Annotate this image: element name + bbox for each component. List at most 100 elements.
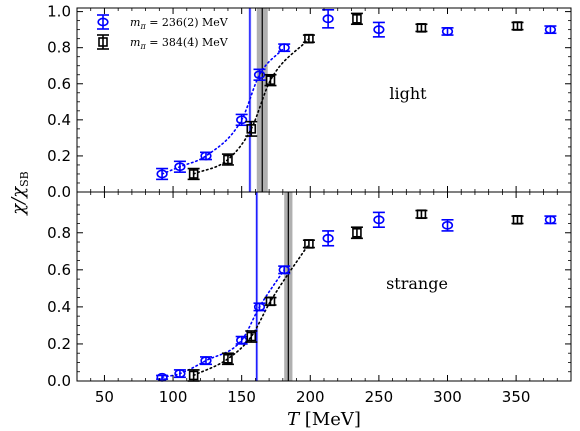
circle-marker [253, 70, 266, 80]
legend-label: mπ = 384(4) MeV [130, 36, 229, 51]
y-tick-label: 0.2 [47, 147, 71, 165]
axis-labels: 50 100 150 200 250 300 350 T [MeV] χ/χSB [8, 171, 530, 430]
data-point [441, 27, 454, 36]
data-point [221, 153, 234, 166]
circle-marker [373, 215, 385, 225]
x-tick-label: 100 [159, 388, 188, 406]
circle-marker [441, 220, 454, 230]
data-point [511, 214, 524, 225]
data-point [544, 215, 557, 225]
data-point [187, 369, 200, 382]
y-tick-label: 0.0 [47, 372, 71, 390]
circle-marker [156, 169, 168, 179]
data-point [253, 68, 266, 81]
legend: mπ = 236(2) MeV mπ = 384(4) MeV [97, 14, 229, 51]
legend-label: mπ = 236(2) MeV [130, 16, 229, 31]
legend-square-marker [98, 37, 108, 47]
data-point [264, 296, 277, 307]
data-point [253, 302, 266, 312]
square-marker [246, 331, 257, 342]
data-point [302, 33, 315, 44]
data-point [199, 151, 212, 161]
circle-marker [278, 265, 290, 275]
y-tick-label: 0.8 [47, 224, 71, 242]
square-marker [246, 124, 257, 134]
square-marker [512, 214, 523, 225]
interpolation-curve-1 [192, 243, 310, 377]
circle-marker [322, 14, 334, 24]
data-point [156, 372, 169, 382]
circle-marker [236, 115, 248, 125]
data-point [245, 330, 258, 343]
circle-marker [174, 162, 186, 172]
y-tick-label: 0.4 [47, 111, 71, 129]
circle-marker [200, 151, 212, 161]
circle-marker [544, 215, 557, 225]
y-tick-label: 0.6 [47, 75, 71, 93]
circle-marker [236, 335, 248, 345]
data-point [278, 265, 291, 275]
data-point [544, 25, 557, 35]
data-point [235, 113, 248, 127]
data-point [173, 369, 186, 379]
y-tick-label: 0.6 [47, 261, 71, 279]
data-point [511, 21, 524, 31]
y-tick-label: 0.4 [47, 298, 71, 316]
circle-marker [373, 25, 385, 35]
x-tick-label: 300 [433, 388, 462, 406]
circle-marker [174, 369, 186, 378]
data-point [350, 12, 363, 26]
y-axis-label: χ/χSB [8, 171, 31, 217]
axes-frame [76, 191, 572, 382]
data-point [302, 239, 315, 249]
square-marker [416, 209, 427, 220]
square-marker [265, 296, 276, 307]
square-marker [416, 23, 427, 33]
data-point [187, 167, 200, 181]
panel-strange: 0.0 0.2 0.4 0.6 0.8 strange [47, 191, 572, 390]
interpolation-curve-1 [192, 37, 310, 175]
square-marker [352, 227, 362, 238]
data-point [322, 9, 335, 29]
circle-marker [200, 356, 212, 366]
circle-marker [278, 43, 290, 53]
x-tick-label: 150 [227, 388, 256, 406]
data-point [415, 23, 428, 33]
square-marker [352, 14, 362, 24]
square-marker [304, 239, 314, 249]
data-point [173, 160, 186, 173]
x-tick-label: 350 [502, 388, 531, 406]
circle-marker [544, 25, 557, 35]
square-marker [223, 154, 233, 165]
interpolation-curve-0 [161, 46, 286, 175]
x-tick-label: 250 [365, 388, 394, 406]
y-tick-label: 0.0 [47, 183, 71, 201]
x-tick-label: 200 [296, 388, 325, 406]
square-marker [188, 169, 199, 179]
square-marker [188, 370, 199, 381]
data-point [156, 167, 169, 181]
data-point [415, 209, 428, 220]
circle-marker [253, 302, 266, 312]
square-marker [265, 75, 276, 85]
data-point [199, 356, 212, 366]
data-point [350, 226, 363, 240]
data-point [441, 218, 454, 232]
data-point [278, 43, 291, 53]
data-point [264, 73, 277, 87]
square-marker [304, 33, 314, 44]
x-axis-label: T [MeV] [287, 409, 361, 430]
circle-marker [441, 27, 454, 36]
data-point [221, 352, 234, 366]
legend-circle-marker [97, 17, 109, 27]
panel-label: light [389, 84, 427, 103]
y-tick-label: 0.8 [47, 39, 71, 57]
y-tick-label: 0.2 [47, 335, 71, 353]
circle-marker [322, 233, 334, 243]
panel-light: 0.0 0.2 0.4 0.6 0.8 1.0 light [47, 3, 572, 201]
data-point [235, 335, 248, 345]
data-point [322, 230, 335, 247]
x-tick-label: 50 [95, 388, 114, 406]
y-tick-label: 1.0 [47, 3, 71, 21]
